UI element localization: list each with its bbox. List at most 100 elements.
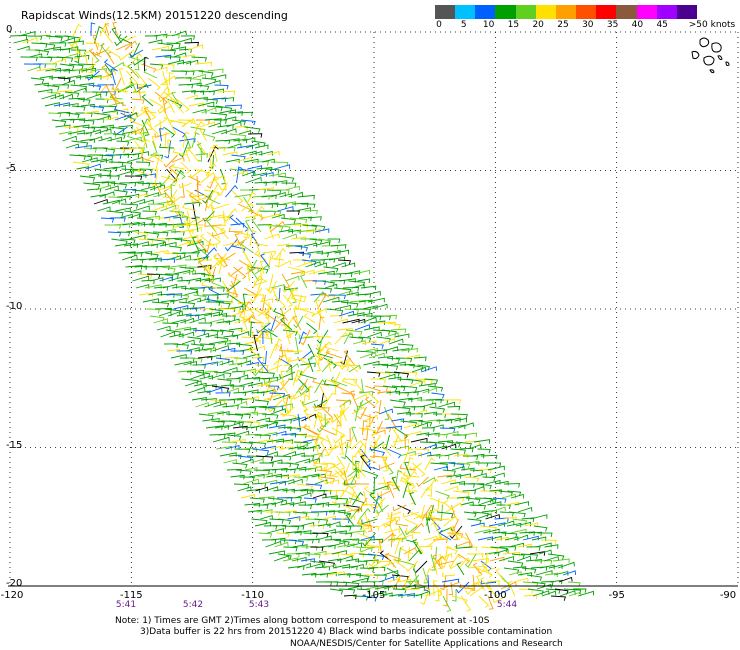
wind-barb bbox=[68, 97, 85, 103]
wind-barb bbox=[250, 232, 260, 247]
wind-barb bbox=[376, 504, 389, 515]
wind-barb bbox=[383, 584, 397, 590]
wind-barb bbox=[339, 484, 352, 499]
wind-barb bbox=[253, 331, 265, 345]
wind-barb bbox=[145, 252, 159, 259]
wind-barb bbox=[367, 297, 385, 303]
wind-barb bbox=[357, 278, 370, 284]
wind-barb bbox=[91, 91, 108, 97]
wind-barb bbox=[326, 308, 344, 315]
wind-barb bbox=[51, 119, 67, 126]
wind-barb bbox=[238, 307, 255, 313]
wind-barb bbox=[368, 553, 378, 567]
wind-barb bbox=[273, 354, 288, 366]
wind-barb bbox=[462, 455, 479, 461]
wind-barb bbox=[336, 555, 353, 562]
wind-barb bbox=[318, 316, 325, 331]
wind-barb bbox=[399, 560, 416, 569]
wind-barb bbox=[257, 356, 269, 373]
wind-barb bbox=[379, 338, 396, 345]
wind-barb bbox=[408, 364, 424, 372]
wind-barb bbox=[268, 224, 274, 240]
wind-barb bbox=[352, 491, 364, 506]
wind-barb bbox=[178, 301, 196, 308]
wind-barb bbox=[313, 291, 326, 303]
wind-barb bbox=[225, 184, 238, 198]
wind-barb bbox=[370, 343, 384, 349]
wind-barb bbox=[324, 283, 338, 289]
wind-barb bbox=[218, 399, 236, 404]
wind-barb bbox=[420, 366, 438, 373]
wind-barb bbox=[559, 590, 576, 597]
wind-barb bbox=[93, 147, 108, 153]
wind-barb bbox=[208, 340, 226, 346]
wind-barb bbox=[167, 98, 183, 110]
wind-barb bbox=[190, 90, 205, 96]
wind-barb bbox=[281, 182, 297, 188]
wind-barb bbox=[371, 429, 386, 436]
wind-barb bbox=[361, 518, 378, 525]
wind-barb bbox=[197, 101, 215, 107]
wind-barb bbox=[282, 557, 299, 562]
wind-barb bbox=[170, 184, 175, 198]
wind-barb bbox=[275, 439, 294, 444]
wind-barb bbox=[234, 233, 242, 247]
wind-barb bbox=[34, 49, 50, 56]
wind-barb bbox=[367, 553, 385, 561]
wind-barb bbox=[516, 555, 532, 562]
wind-barb bbox=[338, 588, 356, 594]
wind-barb bbox=[383, 314, 398, 320]
wind-barb bbox=[125, 229, 140, 235]
wind-barb bbox=[301, 572, 317, 578]
wind-barb bbox=[111, 93, 118, 107]
wind-barb bbox=[18, 31, 36, 37]
wind-barb bbox=[488, 522, 506, 527]
wind-barb bbox=[375, 498, 384, 513]
wind-barb bbox=[449, 525, 463, 540]
wind-barb bbox=[259, 298, 273, 303]
wind-barb bbox=[312, 241, 330, 247]
wind-barb bbox=[248, 473, 265, 479]
wind-barb bbox=[269, 330, 275, 345]
wind-barb bbox=[337, 543, 355, 548]
wind-barb bbox=[165, 203, 180, 210]
wind-barb bbox=[246, 264, 252, 282]
wind-barb bbox=[152, 231, 169, 237]
wind-barb bbox=[176, 209, 192, 219]
wind-barb bbox=[355, 462, 360, 479]
wind-barb bbox=[276, 358, 283, 373]
wind-barb bbox=[279, 317, 293, 331]
wind-barb bbox=[128, 270, 142, 275]
wind-barb bbox=[187, 336, 202, 343]
wind-barb bbox=[225, 413, 244, 420]
wind-barb bbox=[432, 538, 448, 544]
wind-barb bbox=[562, 570, 577, 576]
wind-barb bbox=[206, 231, 221, 245]
wind-barb bbox=[258, 294, 266, 312]
wind-barb bbox=[379, 550, 392, 562]
wind-barb bbox=[212, 345, 230, 352]
wind-barb bbox=[274, 541, 289, 548]
wind-barb bbox=[312, 532, 329, 538]
wind-barb bbox=[79, 175, 96, 182]
wind-barb bbox=[260, 515, 273, 520]
wind-barb bbox=[208, 286, 221, 296]
wind-barb bbox=[429, 406, 446, 413]
colorbar-tick-label: 10 bbox=[482, 20, 495, 30]
wind-barb bbox=[126, 156, 144, 163]
wind-barb bbox=[117, 161, 133, 168]
wind-barb bbox=[26, 49, 41, 55]
wind-barb bbox=[301, 546, 318, 551]
wind-barb bbox=[286, 287, 298, 303]
wind-barb bbox=[108, 196, 123, 202]
wind-barb bbox=[386, 516, 400, 522]
wind-barb bbox=[385, 553, 402, 563]
wind-barb bbox=[102, 110, 118, 115]
wind-barb bbox=[199, 375, 214, 380]
wind-barb bbox=[200, 307, 214, 313]
wind-barb bbox=[335, 272, 353, 278]
wind-barb bbox=[167, 98, 175, 114]
wind-barb bbox=[110, 69, 116, 86]
wind-barb bbox=[371, 303, 388, 310]
wind-barb bbox=[398, 397, 413, 403]
